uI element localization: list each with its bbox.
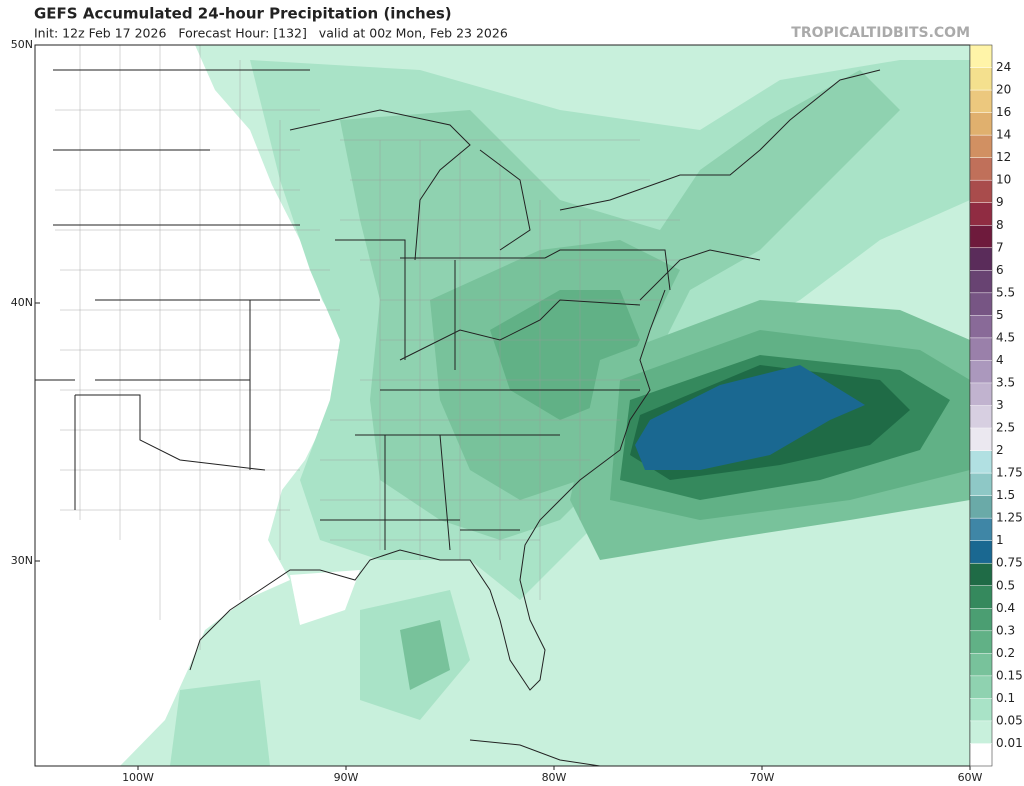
colorbar-bin [970, 90, 992, 113]
colorbar-label: 14 [996, 128, 1011, 142]
colorbar-bin [970, 112, 992, 136]
colorbar-label: 1 [996, 533, 1004, 547]
colorbar-bin [970, 405, 992, 429]
colorbar-label: 1.25 [996, 511, 1023, 525]
colorbar-bin [970, 698, 992, 722]
colorbar-label: 3 [996, 398, 1004, 412]
title: GEFS Accumulated 24-hour Precipitation (… [34, 5, 452, 23]
colorbar-label: 2.5 [996, 421, 1015, 435]
colorbar-label: 1.75 [996, 466, 1023, 480]
colorbar-bin [970, 360, 992, 384]
colorbar-label: 0.01 [996, 736, 1023, 750]
axes: 50N 40N 30N 100W 90W 80W 70W 60W [11, 38, 983, 784]
watermark: TROPICALTIDBITS.COM [791, 25, 970, 41]
colorbar-bin [970, 247, 992, 271]
colorbar-bin [970, 518, 992, 541]
colorbar-label: 2 [996, 443, 1004, 457]
colorbar-bin [970, 180, 992, 204]
colorbar-label: 4.5 [996, 330, 1015, 344]
colorbar-bin [970, 675, 992, 699]
colorbar-label: 16 [996, 105, 1011, 119]
colorbar-bin [970, 540, 992, 564]
colorbar-bin [970, 225, 992, 249]
colorbar-bin [970, 743, 992, 767]
colorbar-bin [970, 653, 992, 677]
lon-label: 70W [750, 771, 775, 784]
colorbar-bin [970, 428, 992, 451]
colorbar-label: 0.15 [996, 668, 1023, 682]
colorbar-bin [970, 450, 992, 474]
lon-label: 100W [122, 771, 154, 784]
colorbar-label: 0.4 [996, 601, 1015, 615]
colorbar-bin [970, 630, 992, 654]
colorbar-label: 5 [996, 308, 1004, 322]
colorbar-label: 24 [996, 60, 1011, 74]
colorbar-bin [970, 67, 992, 91]
colorbar-bin [970, 585, 992, 609]
map [35, 45, 970, 766]
colorbar-bin [970, 495, 992, 519]
colorbar-label: 4 [996, 353, 1004, 367]
colorbar-bin [970, 382, 992, 406]
colorbar-label: 5.5 [996, 285, 1015, 299]
colorbar-bin [970, 315, 992, 339]
lat-label: 40N [11, 296, 33, 309]
colorbar-label: 10 [996, 173, 1011, 187]
colorbar-bin [970, 337, 992, 361]
lon-label: 60W [958, 771, 983, 784]
colorbar-label: 0.05 [996, 713, 1023, 727]
colorbar-label: 1.5 [996, 488, 1015, 502]
colorbar-label: 0.2 [996, 646, 1015, 660]
colorbar-label: 3.5 [996, 375, 1015, 389]
subtitle: Init: 12z Feb 17 2026 Forecast Hour: [13… [34, 26, 508, 41]
colorbar: 0.01 0.05 0.1 0.15 0.2 0.3 0.4 0.5 0.75 1 1.25 1.5 1… [969, 44, 1023, 767]
colorbar-bin [970, 608, 992, 632]
colorbar-bin [970, 135, 992, 158]
colorbar-bin [970, 45, 992, 68]
lat-label: 30N [11, 554, 33, 567]
colorbar-label: 8 [996, 218, 1004, 232]
lon-label: 90W [334, 771, 359, 784]
colorbar-bin [970, 202, 992, 226]
colorbar-label: 6 [996, 263, 1004, 277]
colorbar-label: 20 [996, 83, 1011, 97]
lat-label: 50N [11, 38, 33, 51]
colorbar-label: 7 [996, 240, 1004, 254]
colorbar-bin [970, 563, 992, 587]
colorbar-label: 0.5 [996, 578, 1015, 592]
colorbar-label: 0.1 [996, 691, 1015, 705]
colorbar-bin [970, 292, 992, 316]
colorbar-bin [970, 720, 992, 744]
colorbar-label: 9 [996, 195, 1004, 209]
colorbar-label: 0.75 [996, 556, 1023, 570]
colorbar-bin [970, 157, 992, 181]
colorbar-label: 0.3 [996, 623, 1015, 637]
colorbar-label: 12 [996, 150, 1011, 164]
lon-label: 80W [542, 771, 567, 784]
colorbar-bin [970, 270, 992, 294]
colorbar-bin [970, 473, 992, 496]
